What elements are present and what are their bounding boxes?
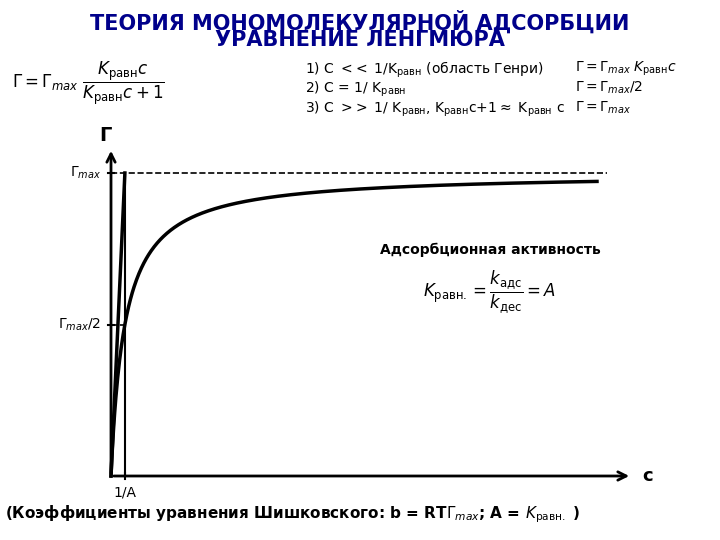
Text: 1/A: 1/A: [113, 486, 136, 500]
Text: $K_{{\rm равн.}} = \dfrac{k_{{\rm адс}}}{k_{{\rm дес}}} = A$: $K_{{\rm равн.}} = \dfrac{k_{{\rm адс}}}…: [423, 268, 557, 315]
Text: ТЕОРИЯ МОНОМОЛЕКУЛЯРНОЙ АДСОРБЦИИ: ТЕОРИЯ МОНОМОЛЕКУЛЯРНОЙ АДСОРБЦИИ: [90, 10, 630, 33]
Text: $\Gamma = \Gamma_{max}/2$: $\Gamma = \Gamma_{max}/2$: [575, 80, 643, 97]
Text: 1) C $<\!<$ 1/K$_{{\rm равн}}$ (область Генри): 1) C $<\!<$ 1/K$_{{\rm равн}}$ (область …: [305, 60, 544, 80]
Text: $\Gamma = \Gamma_{max}$: $\Gamma = \Gamma_{max}$: [575, 100, 631, 117]
Text: $\Gamma = \Gamma_{max}\ K_{{\rm равн}}c$: $\Gamma = \Gamma_{max}\ K_{{\rm равн}}c$: [575, 60, 677, 78]
Text: 2) C = 1/ K$_{{\rm равн}}$: 2) C = 1/ K$_{{\rm равн}}$: [305, 80, 406, 99]
Text: (Коэффициенты уравнения Шишковского: b = RT$\Gamma_{max}$; A = $K_{{\rm равн.}}$: (Коэффициенты уравнения Шишковского: b =…: [5, 503, 580, 525]
Text: $\Gamma_{max}$: $\Gamma_{max}$: [70, 165, 101, 181]
Text: $\Gamma = \Gamma_{max}\ \dfrac{K_{{\rm равн}}c}{K_{{\rm равн}}c+1}$: $\Gamma = \Gamma_{max}\ \dfrac{K_{{\rm р…: [12, 60, 165, 107]
Text: $\Gamma_{max}/2$: $\Gamma_{max}/2$: [58, 316, 101, 333]
Text: УРАВНЕНИЕ ЛЕНГМЮРА: УРАВНЕНИЕ ЛЕНГМЮРА: [215, 30, 505, 50]
Text: $\mathbf{\Gamma}$: $\mathbf{\Gamma}$: [99, 126, 113, 145]
Text: Адсорбционная активность: Адсорбционная активность: [379, 243, 600, 257]
Text: 3) C $>\!>$ 1/ K$_{{\rm равн}}$, K$_{{\rm равн}}$c+1$\approx$ K$_{{\rm равн}}$ c: 3) C $>\!>$ 1/ K$_{{\rm равн}}$, K$_{{\r…: [305, 100, 565, 119]
Text: $\mathbf{c}$: $\mathbf{c}$: [642, 467, 654, 485]
